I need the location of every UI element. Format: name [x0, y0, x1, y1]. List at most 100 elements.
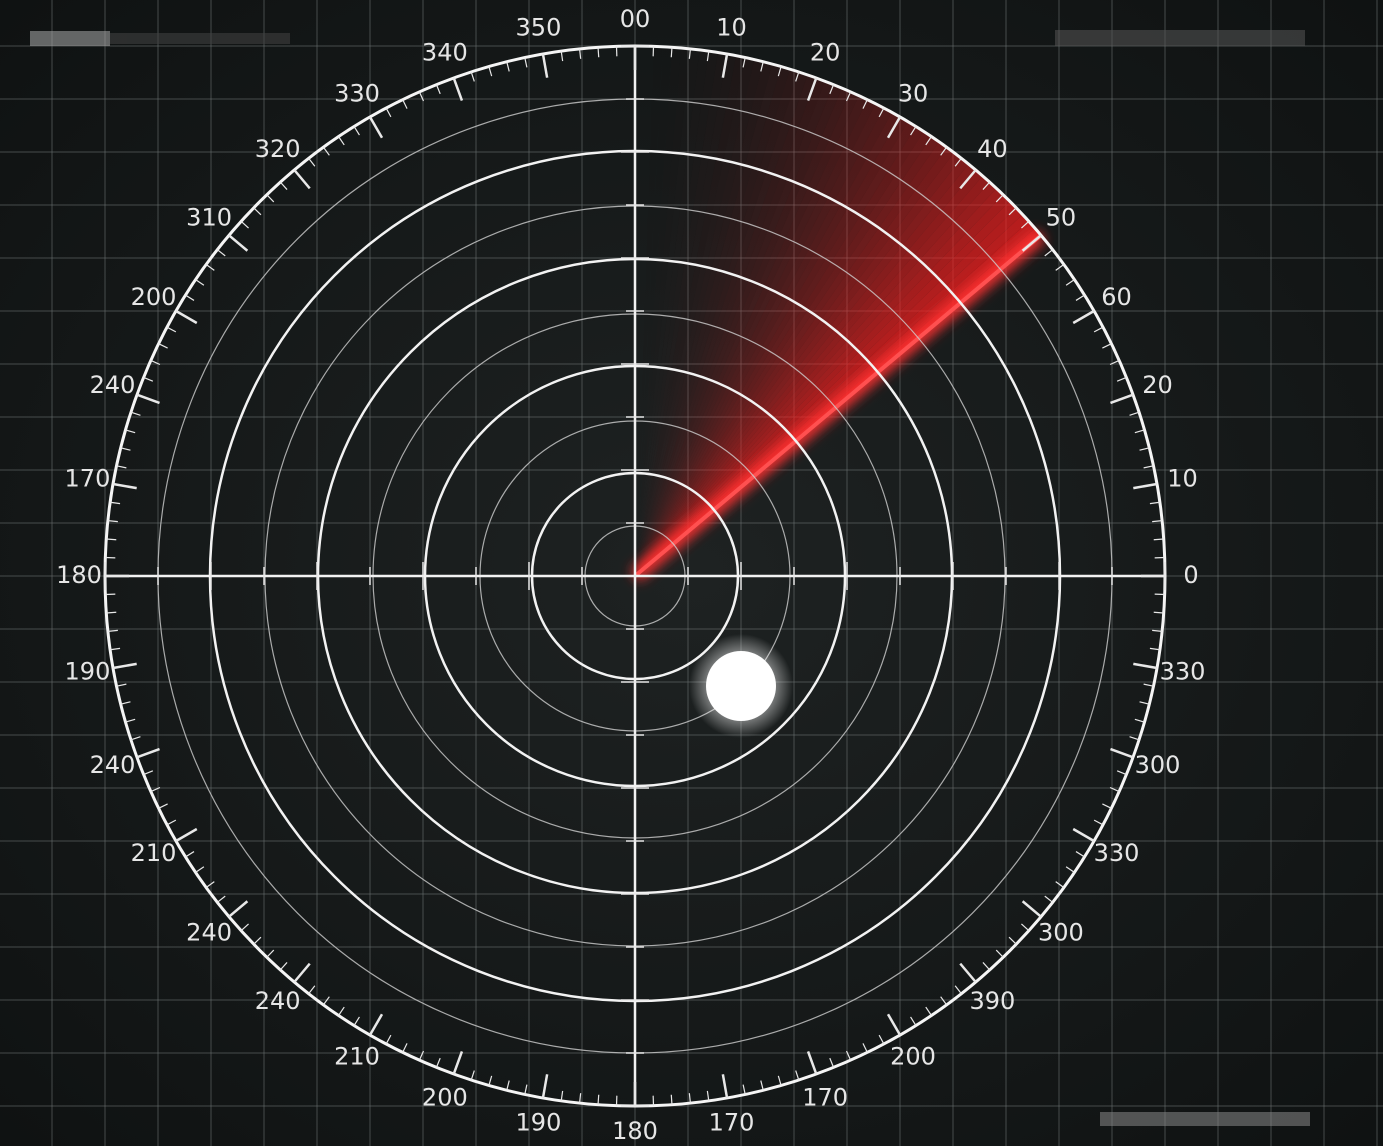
sweep-slice — [635, 99, 876, 576]
dial-tick — [195, 279, 205, 286]
dial-tick — [143, 376, 154, 382]
dial-label: 10 — [716, 13, 747, 41]
dial-tick — [910, 1016, 917, 1026]
sweep-slice — [635, 141, 947, 576]
sweep-slice — [635, 69, 799, 576]
dial-tick — [862, 1043, 868, 1053]
dial-label: 180 — [56, 561, 102, 589]
dial-tick — [760, 1080, 764, 1091]
dial-labels: 00 10 20 30 40 50 60 20 10 0 330 300 330 300 390 200 170… — [56, 5, 1205, 1145]
dial-tick — [925, 136, 932, 146]
dial-tick — [112, 662, 137, 670]
dial-tick — [452, 1051, 464, 1075]
dial-tick — [216, 895, 226, 903]
dial-tick — [1116, 770, 1127, 776]
dial-tick — [240, 220, 249, 229]
dial-tick — [541, 1074, 549, 1099]
dial-tick — [1055, 881, 1065, 889]
dial-tick — [1139, 447, 1150, 451]
sweep-slice — [635, 117, 908, 577]
dial-label: 190 — [65, 658, 111, 686]
dial-tick — [706, 1090, 710, 1101]
dial-tick — [368, 1013, 384, 1036]
dial-tick — [228, 234, 249, 252]
dial-tick — [488, 66, 493, 77]
sweep-slice — [635, 112, 900, 577]
dial-tick — [1072, 827, 1095, 843]
dial-label: 10 — [1167, 464, 1198, 492]
dial-tick — [560, 51, 564, 62]
dial-tick — [385, 107, 392, 118]
dial-tick — [982, 962, 991, 971]
dial-tick — [1134, 718, 1145, 723]
dial-tick — [150, 786, 161, 793]
dial-tick — [120, 701, 131, 705]
dial-tick — [116, 683, 127, 687]
sweep-slice — [635, 77, 825, 576]
dial-tick — [338, 136, 345, 146]
dial-tick — [205, 881, 215, 889]
dial-ticks — [104, 45, 1166, 1107]
dial-tick — [1109, 786, 1120, 793]
dial-tick — [488, 1075, 493, 1086]
dial-tick — [106, 611, 117, 614]
dial-tick — [107, 629, 118, 632]
dial-tick — [878, 107, 885, 118]
dial-tick — [1149, 647, 1160, 651]
dial-tick — [777, 1075, 782, 1086]
sweep-slice — [635, 66, 790, 576]
dial-tick — [308, 985, 316, 995]
dial-tick — [253, 207, 262, 216]
dial-tick — [925, 1006, 932, 1016]
sweep-slice — [635, 188, 1004, 576]
dial-label: 300 — [1135, 751, 1181, 779]
dial-label: 350 — [516, 13, 562, 41]
sweep-slice — [635, 91, 859, 576]
dial-tick — [185, 851, 195, 858]
sweep-slice — [635, 64, 782, 576]
sweep-slice — [635, 147, 954, 576]
dial-tick — [110, 501, 121, 505]
dial-tick — [240, 923, 249, 932]
dial-tick — [130, 736, 141, 741]
dial-tick — [886, 116, 902, 139]
dial-tick — [125, 718, 136, 723]
dial-tick — [1055, 263, 1065, 271]
dial-tick — [1093, 819, 1104, 826]
dial-tick — [435, 84, 441, 95]
dial-tick — [1152, 520, 1163, 523]
sweep-slice — [635, 74, 817, 576]
dial-label: 210 — [131, 839, 177, 867]
dial-tick — [1133, 662, 1158, 670]
dial-tick — [862, 99, 868, 109]
dial-label: 0 — [1183, 561, 1198, 589]
dial-tick — [806, 1051, 818, 1075]
dial-tick — [116, 465, 127, 469]
dial-label: 50 — [1046, 204, 1077, 232]
dial-tick — [1153, 611, 1164, 614]
dial-tick — [524, 1084, 528, 1095]
dial-tick — [1143, 465, 1154, 469]
dial-tick — [136, 747, 160, 759]
dial-tick — [760, 61, 764, 72]
dial-tick — [195, 866, 205, 873]
radar-sweep — [630, 55, 1046, 582]
dial-tick — [829, 84, 835, 95]
sweep-slice — [635, 61, 773, 576]
dial-tick — [721, 53, 729, 78]
dial-label: 190 — [516, 1109, 562, 1137]
dial-tick — [954, 985, 962, 995]
dial-tick — [721, 1074, 729, 1099]
dial-label: 170 — [802, 1083, 848, 1111]
dial-label: 390 — [969, 987, 1015, 1015]
dial-tick — [130, 411, 141, 416]
sweep-slice — [635, 55, 746, 576]
dial-tick — [279, 181, 288, 190]
dial-tick — [878, 1034, 885, 1045]
dial-tick — [506, 61, 510, 72]
dial-tick — [670, 1094, 673, 1105]
dial-tick — [777, 66, 782, 77]
dial-tick — [1075, 851, 1085, 858]
dial-tick — [470, 1070, 475, 1081]
dial-label: 330 — [334, 79, 380, 107]
